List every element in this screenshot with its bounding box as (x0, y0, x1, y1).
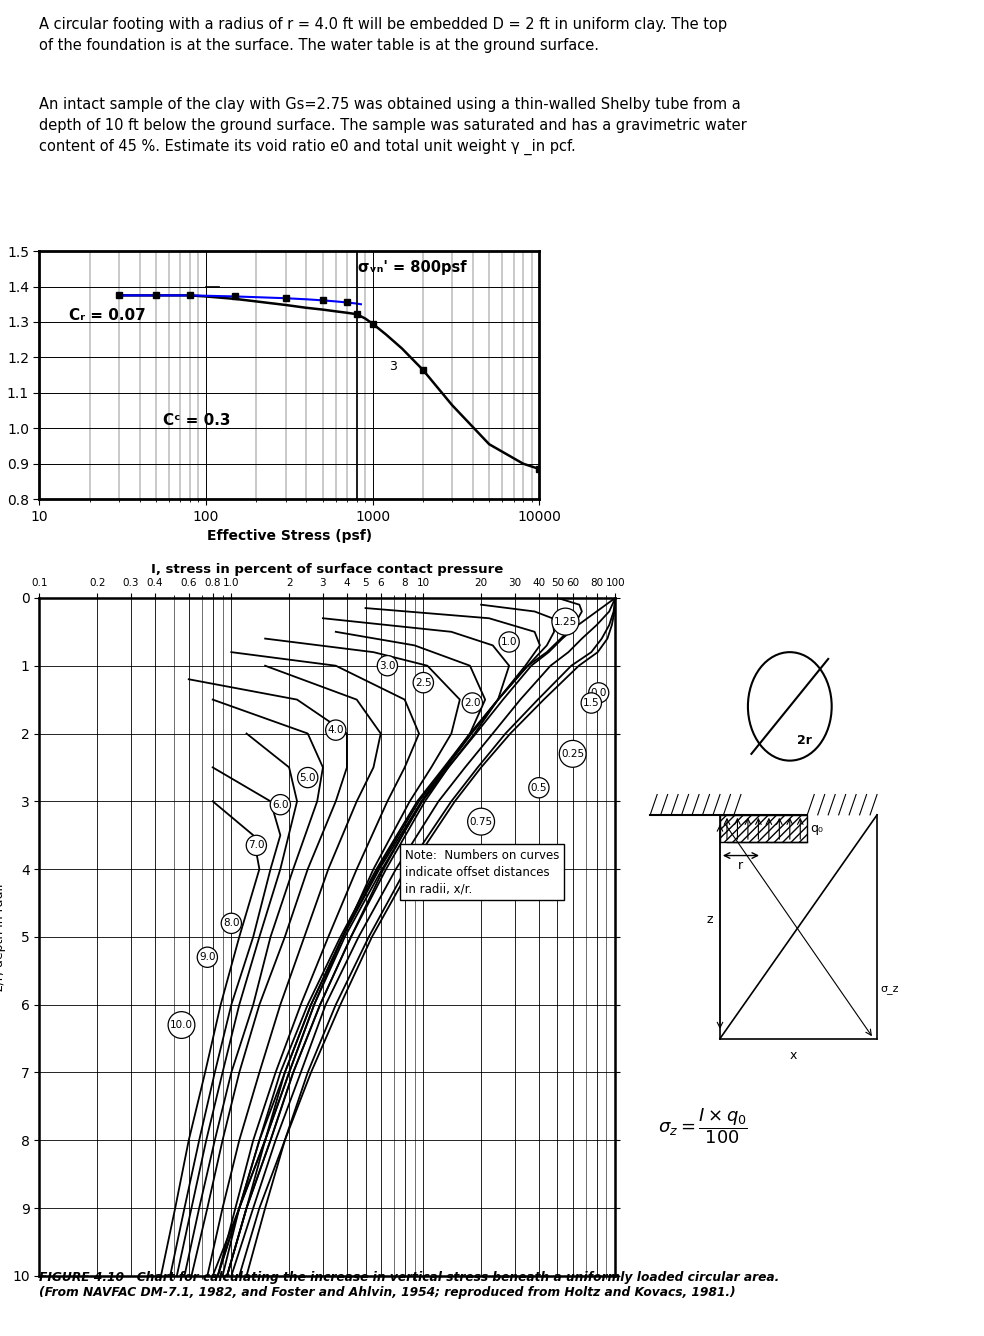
Text: Cᵣ = 0.07: Cᵣ = 0.07 (69, 309, 146, 323)
Text: Cᶜ = 0.3: Cᶜ = 0.3 (162, 413, 230, 428)
Text: 1.5: 1.5 (583, 697, 599, 708)
Text: 1.25: 1.25 (554, 617, 577, 627)
Text: 2.0: 2.0 (464, 697, 480, 708)
Y-axis label: Void Ratio: Void Ratio (0, 341, 1, 410)
Text: 3: 3 (390, 359, 398, 373)
Text: r: r (737, 859, 743, 872)
Text: 0.25: 0.25 (561, 749, 584, 759)
Text: 10.0: 10.0 (170, 1019, 193, 1030)
Text: σᵥₙ' = 800psf: σᵥₙ' = 800psf (358, 261, 467, 275)
Text: 0.0: 0.0 (590, 688, 607, 697)
Text: x: x (790, 1049, 797, 1062)
Text: 4.0: 4.0 (328, 725, 344, 735)
Text: 9.0: 9.0 (199, 953, 215, 962)
Text: Note:  Numbers on curves
indicate offset distances
in radii, x/r.: Note: Numbers on curves indicate offset … (404, 848, 559, 895)
Text: An intact sample of the clay with Gs=2.75 was obtained using a thin-walled Shelb: An intact sample of the clay with Gs=2.7… (39, 96, 747, 155)
Text: z: z (707, 914, 712, 926)
Bar (720, 815, 807, 842)
Y-axis label: z/r, depth in radii: z/r, depth in radii (0, 883, 7, 991)
Text: σ_z: σ_z (881, 985, 899, 994)
Text: A circular footing with a radius of r = 4.0 ft will be embedded D = 2 ft in unif: A circular footing with a radius of r = … (39, 17, 727, 53)
Text: 0.75: 0.75 (469, 816, 493, 827)
Text: 1.0: 1.0 (501, 637, 518, 647)
Text: 7.0: 7.0 (248, 840, 265, 851)
Text: 2r: 2r (797, 733, 812, 747)
Text: FIGURE 4.10   Chart for calculating the increase in vertical stress beneath a un: FIGURE 4.10 Chart for calculating the in… (39, 1271, 779, 1299)
X-axis label: Effective Stress (psf): Effective Stress (psf) (207, 529, 372, 544)
Text: 5.0: 5.0 (299, 772, 316, 783)
Text: 0.5: 0.5 (530, 783, 547, 792)
X-axis label: I, stress in percent of surface contact pressure: I, stress in percent of surface contact … (152, 562, 504, 576)
Text: q₀: q₀ (811, 822, 824, 835)
Text: 8.0: 8.0 (223, 918, 239, 929)
Text: 6.0: 6.0 (273, 800, 288, 810)
Text: $\sigma_z = \dfrac{I \times q_0}{100}$: $\sigma_z = \dfrac{I \times q_0}{100}$ (657, 1106, 748, 1146)
Text: 2.5: 2.5 (415, 677, 432, 688)
Text: 3.0: 3.0 (379, 661, 396, 671)
